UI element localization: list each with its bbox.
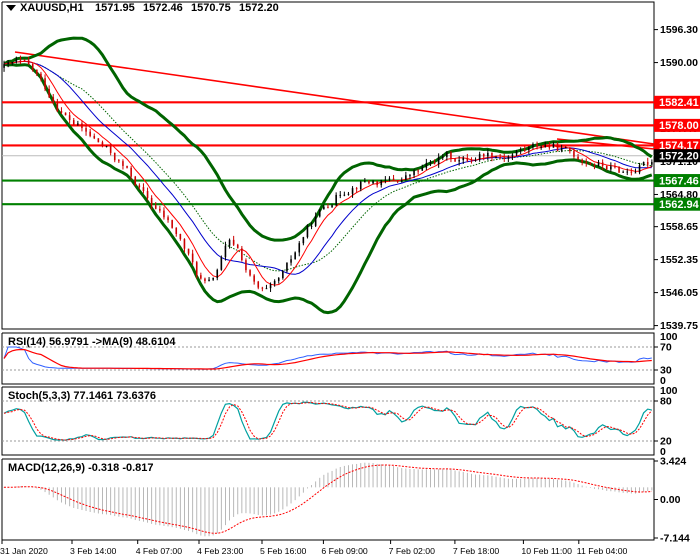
svg-text:10 Feb 11:00: 10 Feb 11:00: [521, 546, 572, 556]
svg-text:100: 100: [660, 385, 678, 397]
svg-text:1572.46: 1572.46: [143, 2, 183, 14]
svg-text:4 Feb 23:00: 4 Feb 23:00: [197, 546, 244, 556]
svg-text:-7.144: -7.144: [660, 533, 690, 545]
svg-text:1582.41: 1582.41: [659, 97, 699, 109]
svg-text:0.00: 0.00: [660, 494, 681, 506]
svg-text:->MA(9) 48.6104: ->MA(9) 48.6104: [92, 336, 176, 348]
svg-text:1590.00: 1590.00: [660, 57, 698, 69]
svg-text:4 Feb 07:00: 4 Feb 07:00: [136, 546, 183, 556]
svg-text:1572.20: 1572.20: [659, 151, 699, 163]
svg-text:7 Feb 02:00: 7 Feb 02:00: [389, 546, 436, 556]
svg-text:1558.65: 1558.65: [660, 221, 698, 233]
svg-text:1546.05: 1546.05: [660, 287, 698, 299]
svg-text:MACD(12,26,9) -0.318 -0.817: MACD(12,26,9) -0.318 -0.817: [8, 462, 154, 474]
svg-text:RSI(14) 56.9791: RSI(14) 56.9791: [8, 336, 89, 348]
svg-text:1578.00: 1578.00: [659, 120, 699, 132]
svg-text:XAUUSD,H1: XAUUSD,H1: [20, 2, 84, 14]
svg-text:3.424: 3.424: [660, 456, 686, 468]
svg-text:5 Feb 16:00: 5 Feb 16:00: [260, 546, 307, 556]
svg-text:Stoch(5,3,3) 77.1461 73.6376: Stoch(5,3,3) 77.1461 73.6376: [8, 390, 156, 402]
svg-text:80: 80: [660, 396, 672, 408]
svg-text:1571.95: 1571.95: [95, 2, 135, 14]
svg-text:100: 100: [660, 331, 678, 343]
svg-text:31 Jan 2020: 31 Jan 2020: [0, 546, 48, 556]
svg-text:70: 70: [660, 342, 672, 354]
svg-text:1596.30: 1596.30: [660, 24, 698, 36]
svg-text:1562.94: 1562.94: [659, 199, 700, 211]
svg-text:3 Feb 14:00: 3 Feb 14:00: [70, 546, 117, 556]
svg-text:6 Feb 09:00: 6 Feb 09:00: [321, 546, 368, 556]
svg-text:11 Feb 04:00: 11 Feb 04:00: [577, 546, 628, 556]
svg-text:1567.46: 1567.46: [659, 175, 699, 187]
svg-text:1572.20: 1572.20: [239, 2, 279, 14]
svg-text:1570.75: 1570.75: [191, 2, 231, 14]
svg-text:1552.35: 1552.35: [660, 254, 698, 266]
svg-text:7 Feb 18:00: 7 Feb 18:00: [453, 546, 500, 556]
